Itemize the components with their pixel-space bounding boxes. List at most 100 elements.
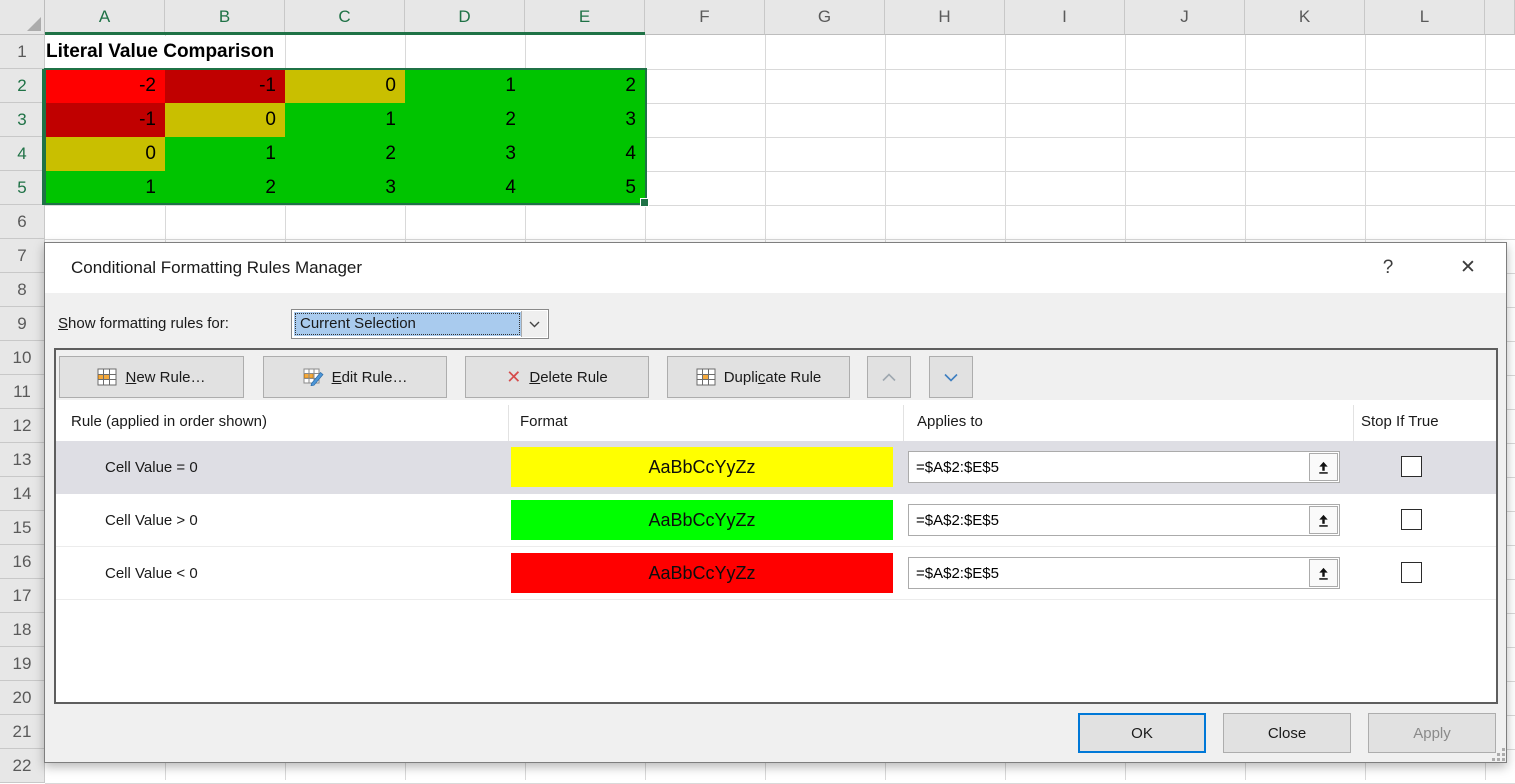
column-header-partial[interactable] bbox=[1485, 0, 1515, 35]
cell-C3[interactable]: 1 bbox=[285, 103, 405, 137]
range-picker-button[interactable] bbox=[1309, 559, 1338, 587]
row-header-21[interactable]: 21 bbox=[0, 715, 45, 749]
column-header-G[interactable]: G bbox=[765, 0, 885, 35]
cell-C2[interactable]: 0 bbox=[285, 69, 405, 103]
applies-to-input[interactable] bbox=[909, 558, 1307, 588]
row-header-6[interactable]: 6 bbox=[0, 205, 45, 239]
chevron-down-icon bbox=[944, 373, 958, 382]
dialog-titlebar[interactable]: Conditional Formatting Rules Manager ? ✕ bbox=[45, 243, 1506, 293]
column-header-K[interactable]: K bbox=[1245, 0, 1365, 35]
show-formatting-rules-label: Show formatting rules for: bbox=[58, 315, 229, 332]
cell-A1[interactable]: Literal Value Comparison bbox=[46, 36, 281, 68]
new-rule-button[interactable]: New Rule… bbox=[59, 356, 244, 398]
row-header-17[interactable]: 17 bbox=[0, 579, 45, 613]
selected-rows-accent bbox=[42, 69, 45, 205]
close-dialog-button[interactable]: ✕ bbox=[1453, 254, 1483, 282]
row-header-8[interactable]: 8 bbox=[0, 273, 45, 307]
scope-dropdown-arrow-button[interactable] bbox=[521, 311, 547, 337]
select-all-corner[interactable] bbox=[0, 0, 45, 35]
row-header-5[interactable]: 5 bbox=[0, 171, 45, 205]
row-header-9[interactable]: 9 bbox=[0, 307, 45, 341]
gridline bbox=[45, 205, 1515, 206]
column-header-F[interactable]: F bbox=[645, 0, 765, 35]
close-button[interactable]: Close bbox=[1223, 713, 1351, 753]
cell-B2[interactable]: -1 bbox=[165, 69, 285, 103]
dialog-title: Conditional Formatting Rules Manager bbox=[71, 258, 363, 277]
row-header-3[interactable]: 3 bbox=[0, 103, 45, 137]
applies-to-input[interactable] bbox=[909, 505, 1307, 535]
ok-button[interactable]: OK bbox=[1078, 713, 1206, 753]
scope-dropdown-value[interactable]: Current Selection bbox=[294, 312, 521, 336]
stop-if-true-checkbox[interactable] bbox=[1401, 456, 1422, 477]
cell-A3[interactable]: -1 bbox=[45, 103, 165, 137]
move-rule-up-button[interactable] bbox=[867, 356, 911, 398]
cell-E3[interactable]: 3 bbox=[525, 103, 645, 137]
move-rule-down-button[interactable] bbox=[929, 356, 973, 398]
cell-E5[interactable]: 5 bbox=[525, 171, 645, 205]
row-header-18[interactable]: 18 bbox=[0, 613, 45, 647]
row-header-7[interactable]: 7 bbox=[0, 239, 45, 273]
column-header-A[interactable]: A bbox=[45, 0, 165, 35]
cell-A5[interactable]: 1 bbox=[45, 171, 165, 205]
duplicate-rule-button[interactable]: Duplicate Rule bbox=[667, 356, 850, 398]
row-header-14[interactable]: 14 bbox=[0, 477, 45, 511]
row-header-1[interactable]: 1 bbox=[0, 35, 45, 69]
column-header-J[interactable]: J bbox=[1125, 0, 1245, 35]
rule-row-cell-value-eq-0[interactable]: Cell Value = 0 AaBbCcYyZz bbox=[56, 441, 1496, 494]
column-header-E[interactable]: E bbox=[525, 0, 645, 35]
format-preview-text: AaBbCcYyZz bbox=[648, 562, 756, 583]
stop-if-true-checkbox[interactable] bbox=[1401, 509, 1422, 530]
range-picker-button[interactable] bbox=[1309, 453, 1338, 481]
cell-B4[interactable]: 1 bbox=[165, 137, 285, 171]
row-header-10[interactable]: 10 bbox=[0, 341, 45, 375]
column-header-C[interactable]: C bbox=[285, 0, 405, 35]
row-header-15[interactable]: 15 bbox=[0, 511, 45, 545]
selected-columns-underline bbox=[45, 32, 645, 35]
column-header-D[interactable]: D bbox=[405, 0, 525, 35]
cell-A4[interactable]: 0 bbox=[45, 137, 165, 171]
cell-D3[interactable]: 2 bbox=[405, 103, 525, 137]
row-header-11[interactable]: 11 bbox=[0, 375, 45, 409]
cell-D5[interactable]: 4 bbox=[405, 171, 525, 205]
scope-dropdown[interactable]: Current Selection bbox=[291, 309, 549, 339]
row-header-2[interactable]: 2 bbox=[0, 69, 45, 103]
cell-E2[interactable]: 2 bbox=[525, 69, 645, 103]
row-header-13[interactable]: 13 bbox=[0, 443, 45, 477]
cell-B3[interactable]: 0 bbox=[165, 103, 285, 137]
new-rule-table-icon bbox=[97, 368, 117, 386]
apply-button[interactable]: Apply bbox=[1368, 713, 1496, 753]
column-header-I[interactable]: I bbox=[1005, 0, 1125, 35]
rule-row-cell-value-lt-0[interactable]: Cell Value < 0 AaBbCcYyZz bbox=[56, 547, 1496, 600]
applies-to-input[interactable] bbox=[909, 452, 1307, 482]
rule-condition: Cell Value < 0 bbox=[105, 565, 198, 582]
selection-fill-handle[interactable] bbox=[640, 198, 649, 207]
applies-to-field bbox=[908, 557, 1340, 589]
cell-C4[interactable]: 2 bbox=[285, 137, 405, 171]
stop-if-true-checkbox[interactable] bbox=[1401, 562, 1422, 583]
row-header-16[interactable]: 16 bbox=[0, 545, 45, 579]
cell-B5[interactable]: 2 bbox=[165, 171, 285, 205]
rules-toolbar: New Rule… Edit Rule… ✕ Delete Rule bbox=[56, 350, 1496, 400]
column-header-B[interactable]: B bbox=[165, 0, 285, 35]
help-button[interactable]: ? bbox=[1373, 254, 1403, 282]
delete-rule-button[interactable]: ✕ Delete Rule bbox=[465, 356, 649, 398]
row-header-19[interactable]: 19 bbox=[0, 647, 45, 681]
cell-E4[interactable]: 4 bbox=[525, 137, 645, 171]
row-header-22[interactable]: 22 bbox=[0, 749, 45, 783]
row-header-20[interactable]: 20 bbox=[0, 681, 45, 715]
cell-D2[interactable]: 1 bbox=[405, 69, 525, 103]
resize-grip[interactable] bbox=[1492, 748, 1505, 761]
cell-C5[interactable]: 3 bbox=[285, 171, 405, 205]
collapse-dialog-arrow-icon bbox=[1319, 461, 1328, 474]
cell-D4[interactable]: 3 bbox=[405, 137, 525, 171]
row-header-4[interactable]: 4 bbox=[0, 137, 45, 171]
column-header-L[interactable]: L bbox=[1365, 0, 1485, 35]
rule-format-preview: AaBbCcYyZz bbox=[511, 553, 893, 593]
column-header-H[interactable]: H bbox=[885, 0, 1005, 35]
range-picker-button[interactable] bbox=[1309, 506, 1338, 534]
row-header-12[interactable]: 12 bbox=[0, 409, 45, 443]
edit-rule-button[interactable]: Edit Rule… bbox=[263, 356, 447, 398]
cell-A2[interactable]: -2 bbox=[45, 69, 165, 103]
rule-row-cell-value-gt-0[interactable]: Cell Value > 0 AaBbCcYyZz bbox=[56, 494, 1496, 547]
chevron-up-icon bbox=[882, 372, 896, 381]
